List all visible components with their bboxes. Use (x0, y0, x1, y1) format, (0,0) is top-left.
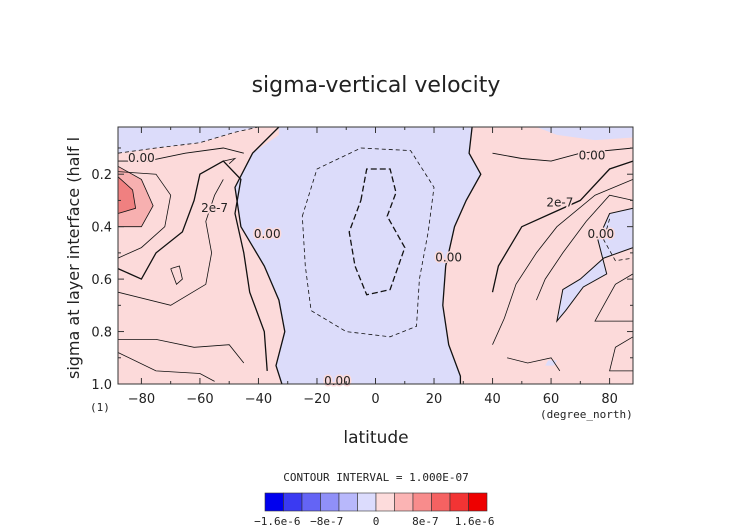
contour-interval-text: CONTOUR INTERVAL = 1.000E-07 (283, 471, 468, 484)
y-tick-label: 0.8 (91, 326, 112, 341)
negative-contour-top-left (117, 126, 259, 154)
zero-contour-right-lobe (556, 207, 634, 323)
contour-lines (117, 126, 634, 385)
x-axis-ticks: −80 −60 −40 −20 0 20 40 60 80 (128, 127, 618, 407)
contour-bottom-left (117, 352, 215, 382)
contour-label: 2e-7 (201, 201, 228, 215)
contour-right-edge (594, 273, 634, 322)
contour-labels: 0.00 2e-7 0.00 0.00 0.00 2e-7 0.00 0.00 (127, 147, 616, 390)
y-tick-label: 0.2 (91, 168, 112, 183)
colorbar-cell (431, 492, 451, 512)
negative-region-top-left (118, 127, 259, 154)
negative-region-top-right (536, 127, 633, 141)
y-axis-label: sigma at layer interface (half l (64, 137, 83, 379)
contour-5e-7-left (117, 176, 137, 214)
y-tick-label: 0.6 (91, 273, 112, 288)
zero-contour-right (442, 126, 482, 384)
colorbar-cell (320, 492, 340, 512)
colorbar-cell (375, 492, 395, 512)
contour-small-left (170, 265, 183, 285)
colorbar-cell (264, 492, 284, 512)
contour-label: 0.00 (254, 227, 281, 241)
positive-max-strong (118, 176, 136, 214)
negative-contour-inner (348, 168, 406, 296)
contour-label: 0.00 (435, 251, 462, 265)
colorbar-cell (449, 492, 469, 512)
contour-2e-7-right (491, 160, 634, 293)
contour-tiny-left (223, 157, 237, 164)
contour-bottom-right (609, 336, 634, 372)
colorbar-cell (468, 492, 488, 512)
negative-region-right (556, 208, 633, 322)
y-axis-ticks: 0.2 0.4 0.6 0.8 1.0 (91, 147, 633, 393)
x-tick-label: −60 (186, 392, 213, 407)
x-tick-label: 60 (543, 392, 560, 407)
shaded-regions (118, 127, 633, 384)
colorbar (264, 492, 488, 512)
contour-3e-7-left (117, 171, 172, 259)
colorbar-cell (301, 492, 321, 512)
x-tick-label: 0 (371, 392, 379, 407)
contour-1e-7-left (117, 179, 224, 306)
x-tick-label: 40 (484, 392, 501, 407)
x-tick-label: −20 (303, 392, 330, 407)
zero-contour-left (234, 126, 286, 385)
chart-title: sigma-vertical velocity (252, 73, 501, 98)
colorbar-label: −8e-7 (310, 515, 343, 528)
contour-3e-7-right (536, 194, 634, 301)
contour-label: 2e-7 (546, 196, 573, 210)
colorbar-cell (357, 492, 377, 512)
contour-label: 0.00 (324, 374, 351, 388)
colorbar-cell (338, 492, 358, 512)
colorbar-label: 0 (373, 515, 380, 528)
x-axis-label: latitude (343, 428, 408, 448)
y-unit-label: (1) (90, 401, 110, 414)
colorbar-cell (412, 492, 432, 512)
colorbar-label: 8e-7 (412, 515, 439, 528)
positive-max-mid (118, 166, 154, 227)
contour-4e-7-left (117, 165, 154, 228)
colorbar-label: 1.6e-6 (455, 515, 495, 528)
y-tick-label: 1.0 (91, 378, 112, 393)
contour-lower-left (118, 339, 245, 364)
y-tick-label: 0.4 (91, 221, 112, 236)
contour-label: 0.00 (128, 151, 155, 165)
zero-contour-top-right (492, 147, 634, 162)
x-tick-label: 20 (426, 392, 443, 407)
x-tick-label: 80 (601, 392, 618, 407)
zero-contour-top-left (118, 147, 244, 162)
colorbar-cell (283, 492, 303, 512)
contour-lower-right (507, 357, 561, 372)
negative-contour-right (603, 218, 634, 262)
colorbar-label: −1.6e-6 (254, 515, 300, 528)
colorbar-cell (394, 492, 414, 512)
contour-1e-7-right (492, 179, 634, 345)
negative-contour-outer (301, 147, 435, 338)
contour-label: 0.00 (587, 227, 614, 241)
colorbar-labels: −1.6e-6 −8e-7 0 8e-7 1.6e-6 (254, 515, 494, 528)
negative-region-center (235, 127, 481, 384)
x-tick-label: −80 (128, 392, 155, 407)
x-unit-label: (degree_north) (540, 408, 633, 421)
contour-label: 0.00 (579, 148, 606, 162)
x-tick-label: −40 (245, 392, 272, 407)
